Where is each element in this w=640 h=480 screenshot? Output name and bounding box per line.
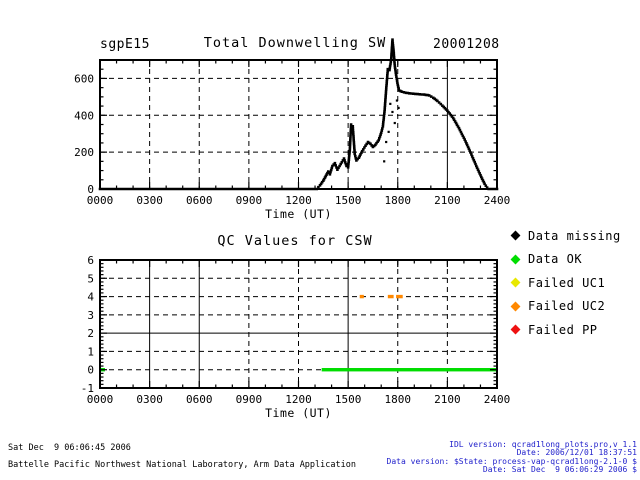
qc-plot-title: QC Values for CSW <box>217 233 373 249</box>
svg-text:0600: 0600 <box>186 194 213 207</box>
svg-text:2100: 2100 <box>434 393 461 406</box>
plot-group: 0000 0300 0600 0900 1200 1500 1800 2100 2400 0 200… <box>74 38 510 221</box>
tick-labels: 0000 0300 0600 0900 1200 1500 1800 2100 2400 -1 0 1… <box>81 254 511 406</box>
legend-diamond-icon <box>510 277 521 288</box>
qc-legend: Data missing Data OK Failed UC1 Failed UC2 F… <box>510 224 621 342</box>
legend-item: Failed UC2 <box>510 295 621 319</box>
svg-text:1800: 1800 <box>385 194 412 207</box>
date-label: 20001208 <box>433 37 500 52</box>
legend-diamond-icon <box>510 301 521 312</box>
tick-marks <box>99 259 498 389</box>
data-point <box>385 140 388 144</box>
svg-text:5: 5 <box>87 272 94 285</box>
svg-text:400: 400 <box>74 109 94 122</box>
svg-text:6: 6 <box>87 254 94 267</box>
data-point <box>391 110 394 114</box>
svg-text:0900: 0900 <box>236 393 263 406</box>
gridlines <box>100 60 497 189</box>
legend-item: Failed PP <box>510 318 621 342</box>
qc-plot-canvas: 0000 0300 0600 0900 1200 1500 1800 2100 2400 -1 0 1… <box>81 254 511 420</box>
svg-text:-1: -1 <box>81 382 94 395</box>
data-point <box>395 99 399 102</box>
tick-labels: 0000 0300 0600 0900 1200 1500 1800 2100 2400 0 200… <box>74 72 510 207</box>
data-point <box>393 121 396 125</box>
legend-item: Failed UC1 <box>510 271 621 295</box>
qc-flag-segment <box>396 294 403 299</box>
qc-flag-segment <box>321 368 497 372</box>
data-point <box>383 160 386 163</box>
version-info-line: Data version: $State: process-vap-qcrad1… <box>386 456 637 466</box>
version-info-line: IDL version: qcrad1long_plots.pro,v 1.1 <box>449 440 637 449</box>
x-axis-label: Time (UT) <box>265 207 332 221</box>
svg-text:1500: 1500 <box>335 194 362 207</box>
legend-diamond-icon <box>510 230 521 241</box>
legend-item-label: Data OK <box>528 252 583 267</box>
footer-right: IDL version: qcrad1long_plots.pro,v 1.1 D… <box>386 440 637 475</box>
legend-diamond-icon <box>510 254 521 265</box>
sw-plot-canvas: 0000 0300 0600 0900 1200 1500 1800 2100 2400 0 200… <box>74 38 510 221</box>
x-axis-label: Time (UT) <box>265 406 332 420</box>
svg-text:2100: 2100 <box>434 194 461 207</box>
svg-text:2: 2 <box>87 327 94 340</box>
svg-text:3: 3 <box>87 309 94 322</box>
data-point <box>397 106 400 110</box>
data-point <box>389 102 392 105</box>
svg-text:0: 0 <box>87 183 94 196</box>
svg-text:0000: 0000 <box>87 393 114 406</box>
organization-line: Battelle Pacific Northwest National Labo… <box>8 460 356 470</box>
footer-left: Sat Dec 9 06:06:45 2006 Battelle Pacific … <box>8 440 356 474</box>
timestamp-line: Sat Dec 9 06:06:45 2006 <box>8 443 131 453</box>
svg-text:1200: 1200 <box>285 393 312 406</box>
svg-text:4: 4 <box>87 291 94 304</box>
svg-text:2400: 2400 <box>484 393 511 406</box>
legend-diamond-icon <box>510 324 521 335</box>
svg-text:1800: 1800 <box>385 393 412 406</box>
data-point <box>387 130 390 133</box>
gridlines <box>100 260 497 388</box>
svg-text:1200: 1200 <box>285 194 312 207</box>
sw-plot-title: Total Downwelling SW <box>203 35 387 51</box>
plot-group: 0000 0300 0600 0900 1200 1500 1800 2100 2400 -1 0 1… <box>81 254 511 420</box>
qc-flag-segment <box>387 294 394 299</box>
legend-item-label: Failed UC2 <box>528 299 606 314</box>
svg-text:0300: 0300 <box>136 393 163 406</box>
site-label: sgpE15 <box>100 37 150 52</box>
svg-text:200: 200 <box>74 146 94 159</box>
svg-text:1: 1 <box>87 345 94 358</box>
legend-item-label: Data missing <box>528 228 621 243</box>
svg-text:0000: 0000 <box>87 194 114 207</box>
svg-text:0900: 0900 <box>236 194 263 207</box>
svg-text:0300: 0300 <box>136 194 163 207</box>
legend-item-label: Failed UC1 <box>528 275 606 290</box>
svg-text:0600: 0600 <box>186 393 213 406</box>
legend-item: Data OK <box>510 248 621 272</box>
qc-flag-segment <box>359 294 364 299</box>
svg-text:1500: 1500 <box>335 393 362 406</box>
svg-text:600: 600 <box>74 72 94 85</box>
version-info-line: Date: Sat Dec 9 06:06:29 2006 $ <box>482 465 637 475</box>
svg-text:2400: 2400 <box>484 194 511 207</box>
legend-item: Data missing <box>510 224 621 248</box>
svg-text:0: 0 <box>87 364 94 377</box>
legend-item-label: Failed PP <box>528 322 598 337</box>
version-info-line: Date: 2006/12/01 18:37:51 <box>516 448 637 458</box>
